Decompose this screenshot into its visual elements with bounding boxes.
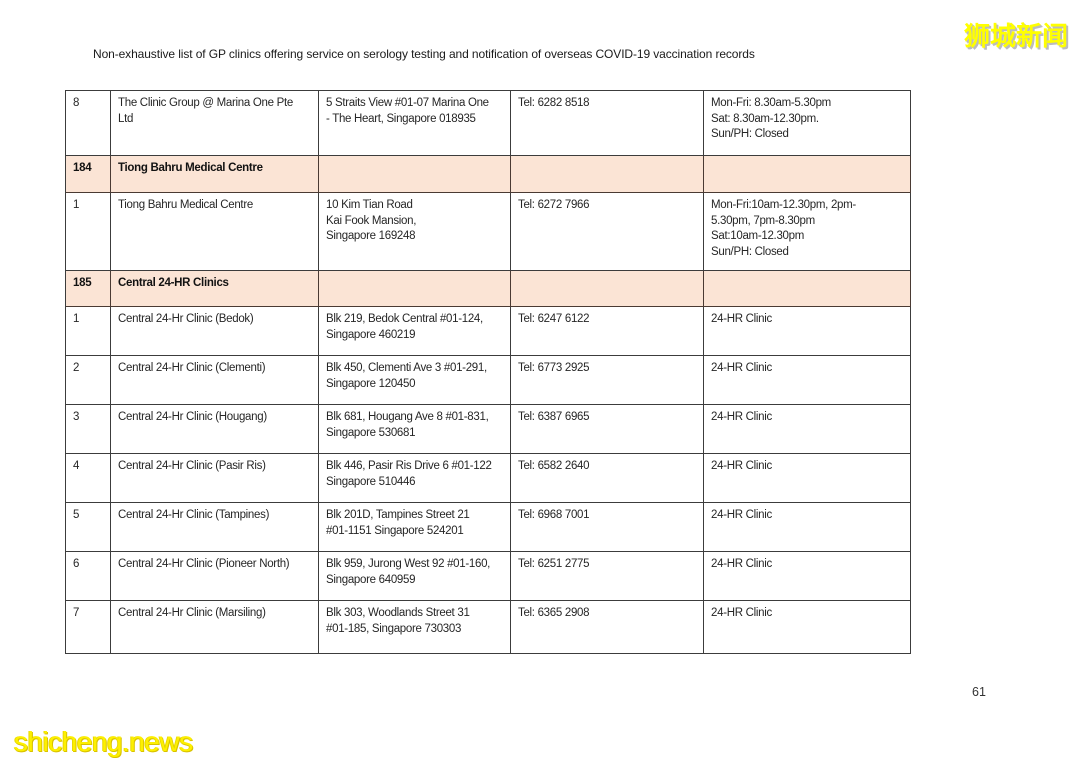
cell-tel: Tel: 6387 6965 [511,405,704,454]
cell-tel: Tel: 6968 7001 [511,503,704,552]
cell-name: Central 24-Hr Clinic (Marsiling) [111,601,319,654]
cell-address: Blk 219, Bedok Central #01-124, Singapor… [319,307,511,356]
cell-tel: Tel: 6272 7966 [511,193,704,271]
cell-name: The Clinic Group @ Marina One Pte Ltd [111,91,319,156]
table-row: 2 Central 24-Hr Clinic (Clementi) Blk 450,… [66,356,911,405]
cell-name: Central 24-HR Clinics [111,271,319,307]
cell-num: 1 [66,193,111,271]
cell-hours: 24-HR Clinic [704,405,911,454]
table-row: 8 The Clinic Group @ Marina One Pte Ltd 5 … [66,91,911,156]
page-number: 61 [972,685,986,699]
cell-address [319,156,511,193]
table-row: 4 Central 24-Hr Clinic (Pasir Ris) Blk 446… [66,454,911,503]
site-watermark-chinese: 狮城新闻 [963,21,1068,51]
cell-address: Blk 681, Hougang Ave 8 #01-831, Singapor… [319,405,511,454]
cell-hours: Mon-Fri:10am-12.30pm, 2pm- 5.30pm, 7pm-8… [704,193,911,271]
cell-hours: 24-HR Clinic [704,503,911,552]
cell-tel: Tel: 6247 6122 [511,307,704,356]
cell-address: Blk 450, Clementi Ave 3 #01-291, Singapo… [319,356,511,405]
cell-tel: Tel: 6282 8518 [511,91,704,156]
cell-tel: Tel: 6365 2908 [511,601,704,654]
cell-name: Central 24-Hr Clinic (Bedok) [111,307,319,356]
table-row: 6 Central 24-Hr Clinic (Pioneer North) Blk… [66,552,911,601]
cell-name: Central 24-Hr Clinic (Pasir Ris) [111,454,319,503]
cell-hours: Mon-Fri: 8.30am-5.30pm Sat: 8.30am-12.30… [704,91,911,156]
cell-num: 1 [66,307,111,356]
cell-hours: 24-HR Clinic [704,552,911,601]
cell-num: 3 [66,405,111,454]
clinic-table: 8 The Clinic Group @ Marina One Pte Ltd 5 … [65,90,911,654]
cell-address [319,271,511,307]
cell-num: 185 [66,271,111,307]
cell-tel [511,271,704,307]
cell-name: Tiong Bahru Medical Centre [111,193,319,271]
cell-num: 6 [66,552,111,601]
section-header-row: 184 Tiong Bahru Medical Centre [66,156,911,193]
cell-hours [704,271,911,307]
cell-address: Blk 446, Pasir Ris Drive 6 #01-122 Singa… [319,454,511,503]
cell-num: 184 [66,156,111,193]
document-title: Non-exhaustive list of GP clinics offeri… [93,47,755,61]
section-header-row: 185 Central 24-HR Clinics [66,271,911,307]
cell-num: 8 [66,91,111,156]
cell-name: Central 24-Hr Clinic (Clementi) [111,356,319,405]
table-row: 3 Central 24-Hr Clinic (Hougang) Blk 681, … [66,405,911,454]
cell-num: 2 [66,356,111,405]
cell-num: 7 [66,601,111,654]
cell-tel: Tel: 6773 2925 [511,356,704,405]
cell-hours: 24-HR Clinic [704,307,911,356]
cell-address: 10 Kim Tian Road Kai Fook Mansion, Singa… [319,193,511,271]
table-row: 5 Central 24-Hr Clinic (Tampines) Blk 201D… [66,503,911,552]
table-row: 1 Central 24-Hr Clinic (Bedok) Blk 219, Be… [66,307,911,356]
site-watermark-url: shicheng.news [14,726,193,757]
table-row: 7 Central 24-Hr Clinic (Marsiling) Blk 303… [66,601,911,654]
cell-address: Blk 303, Woodlands Street 31 #01-185, Si… [319,601,511,654]
cell-hours: 24-HR Clinic [704,454,911,503]
cell-address: Blk 201D, Tampines Street 21 #01-1151 Si… [319,503,511,552]
cell-tel [511,156,704,193]
cell-name: Central 24-Hr Clinic (Hougang) [111,405,319,454]
cell-hours [704,156,911,193]
cell-num: 5 [66,503,111,552]
cell-num: 4 [66,454,111,503]
cell-name: Tiong Bahru Medical Centre [111,156,319,193]
cell-address: Blk 959, Jurong West 92 #01-160, Singapo… [319,552,511,601]
cell-tel: Tel: 6582 2640 [511,454,704,503]
cell-hours: 24-HR Clinic [704,356,911,405]
cell-address: 5 Straits View #01-07 Marina One - The H… [319,91,511,156]
cell-name: Central 24-Hr Clinic (Pioneer North) [111,552,319,601]
cell-hours: 24-HR Clinic [704,601,911,654]
cell-tel: Tel: 6251 2775 [511,552,704,601]
cell-name: Central 24-Hr Clinic (Tampines) [111,503,319,552]
table-row: 1 Tiong Bahru Medical Centre 10 Kim Tian R… [66,193,911,271]
